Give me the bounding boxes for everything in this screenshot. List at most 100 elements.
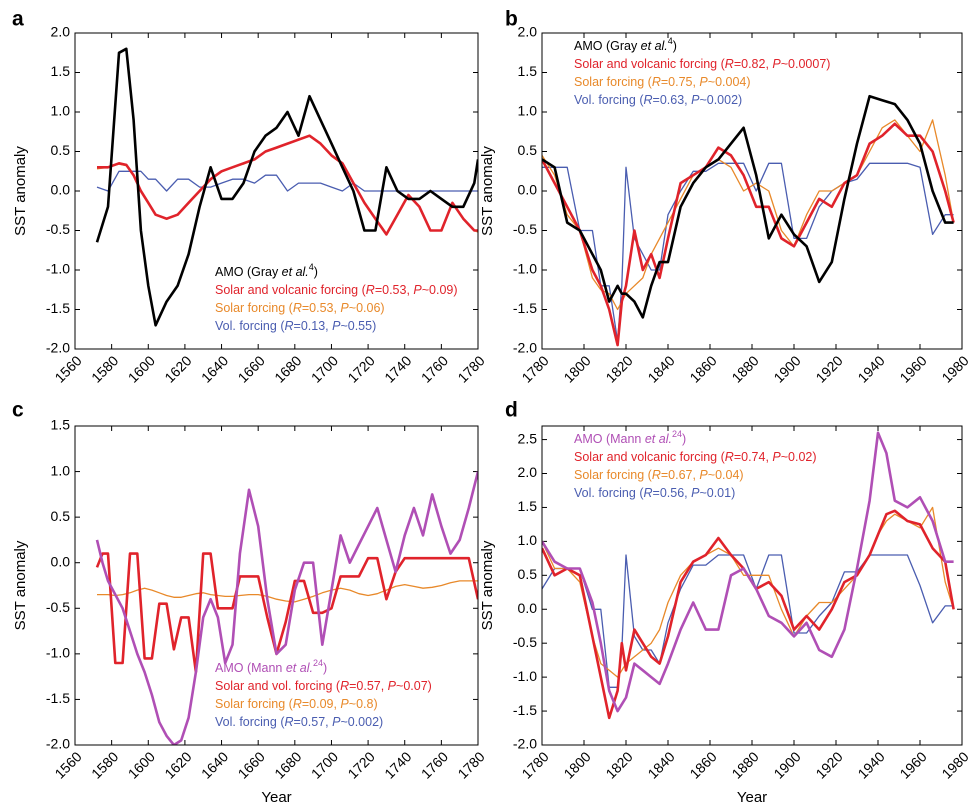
x-tick-label: 1860 xyxy=(686,748,719,781)
x-tick-label: 1900 xyxy=(770,352,803,385)
legend-entry: AMO (Gray et al.4) xyxy=(574,36,677,53)
panel-label: d xyxy=(505,399,518,422)
series-line xyxy=(96,135,478,236)
x-tick-label: 1780 xyxy=(518,352,551,385)
x-tick-label: 1820 xyxy=(602,748,635,781)
legend-entry: AMO (Mann et al.24) xyxy=(574,429,686,446)
plot-frame xyxy=(541,425,963,746)
x-tick-label: 1560 xyxy=(51,352,84,385)
x-tick-label: 1800 xyxy=(560,352,593,385)
x-tick-label: 1780 xyxy=(518,748,551,781)
y-tick-label: 1.5 xyxy=(51,63,71,79)
y-tick-label: 1.0 xyxy=(51,462,71,478)
panel-label: b xyxy=(505,8,518,31)
x-tick-label: 1700 xyxy=(308,748,341,781)
x-tick-label: 1840 xyxy=(644,748,677,781)
y-tick-label: 2.0 xyxy=(518,464,538,480)
x-tick-label: 1880 xyxy=(728,748,761,781)
x-tick-label: 1980 xyxy=(938,352,971,385)
y-tick-label: -1.0 xyxy=(513,261,537,277)
y-tick-label: 0.5 xyxy=(518,566,538,582)
y-tick-label: -1.0 xyxy=(513,668,537,684)
y-tick-label: -2.0 xyxy=(46,736,70,752)
y-tick-label: 1.5 xyxy=(518,498,538,514)
x-tick-label: 1920 xyxy=(812,748,845,781)
x-tick-label: 1720 xyxy=(344,352,377,385)
series-line xyxy=(95,47,478,327)
y-tick-label: -0.5 xyxy=(46,599,70,615)
x-tick-label: 1860 xyxy=(686,352,719,385)
series-line xyxy=(542,431,954,713)
chart-panel: a SST anomaly -2.0 -1.5 -1.0 -0.5 0.0 0.5 1.0 1.5… xyxy=(12,8,488,386)
legend-entry: Vol. forcing (R=0.13, P~0.55) xyxy=(215,319,376,333)
series-line xyxy=(542,122,955,347)
series-line xyxy=(97,134,478,236)
chart-panel: c SST anomaly Year -2.0 -1.5 -1.0 -0.5 0.0 0.5 1.… xyxy=(12,399,488,806)
legend-entry: Solar and vol. forcing (R=0.57, P~0.07) xyxy=(215,679,432,693)
series-line xyxy=(542,506,955,678)
x-tick-label: 1980 xyxy=(938,748,971,781)
x-tick-label: 1920 xyxy=(812,352,845,385)
y-tick-label: 0.5 xyxy=(51,142,71,158)
x-tick-label: 1760 xyxy=(418,352,451,385)
y-tick-label: 2.5 xyxy=(518,430,538,446)
y-tick-label: 0.0 xyxy=(518,600,538,616)
x-tick-label: 1640 xyxy=(198,748,231,781)
y-axis-label: SST anomaly xyxy=(479,146,496,236)
y-tick-label: -1.5 xyxy=(46,300,70,316)
plot-frame xyxy=(541,32,963,350)
y-tick-label: 1.0 xyxy=(518,532,538,548)
x-tick-label: 1840 xyxy=(644,352,677,385)
series-line xyxy=(96,170,478,192)
x-tick-label: 1800 xyxy=(560,748,593,781)
series-line xyxy=(95,552,478,674)
chart-panel: b SST anomaly -2.0 -1.5 -1.0 -0.5 0.0 0.5 1.0 1.5… xyxy=(479,8,972,386)
x-tick-label: 1880 xyxy=(728,352,761,385)
legend-entry: Solar and volcanic forcing (R=0.82, P~0.… xyxy=(574,57,830,71)
panel-label: c xyxy=(12,399,24,422)
y-tick-label: 1.0 xyxy=(51,103,71,119)
x-tick-label: 1820 xyxy=(602,352,635,385)
x-tick-label: 1940 xyxy=(854,748,887,781)
y-tick-label: 2.0 xyxy=(518,24,538,40)
chart-panel: d SST anomaly Year -2.0 -1.5 -1.0 -0.5 0.0 0.5 1.… xyxy=(479,399,972,806)
legend-entry: Solar forcing (R=0.67, P~0.04) xyxy=(574,468,744,482)
y-tick-label: 0.5 xyxy=(518,142,538,158)
x-tick-label: 1680 xyxy=(271,352,304,385)
y-tick-label: 1.0 xyxy=(518,103,538,119)
legend-entry: Solar and volcanic forcing (R=0.53, P~0.… xyxy=(215,283,458,297)
y-tick-label: 0.0 xyxy=(518,182,538,198)
y-tick-label: 2.0 xyxy=(51,24,71,40)
y-axis-label: SST anomaly xyxy=(479,540,496,630)
y-tick-label: -1.0 xyxy=(46,261,70,277)
x-tick-label: 1720 xyxy=(344,748,377,781)
x-tick-label: 1600 xyxy=(125,748,158,781)
x-tick-label: 1780 xyxy=(454,748,487,781)
x-tick-label: 1740 xyxy=(381,352,414,385)
panel-label: a xyxy=(12,8,24,31)
legend-entry: Solar forcing (R=0.09, P~0.8) xyxy=(215,697,378,711)
series-line xyxy=(542,509,955,720)
legend-entry: Vol. forcing (R=0.63, P~0.002) xyxy=(574,93,742,107)
legend-entry: AMO (Mann et al.24) xyxy=(215,658,327,675)
x-tick-label: 1900 xyxy=(770,748,803,781)
x-tick-label: 1580 xyxy=(88,352,121,385)
x-tick-label: 1640 xyxy=(198,352,231,385)
x-tick-label: 1740 xyxy=(381,748,414,781)
x-tick-label: 1660 xyxy=(235,748,268,781)
y-tick-label: -1.5 xyxy=(46,690,70,706)
x-tick-label: 1700 xyxy=(308,352,341,385)
y-tick-label: 0.0 xyxy=(51,182,71,198)
x-tick-label: 1960 xyxy=(896,748,929,781)
plot-frame xyxy=(74,425,479,746)
legend-entry: Vol. forcing (R=0.56, P~0.01) xyxy=(574,486,735,500)
legend-entry: AMO (Gray et al.4) xyxy=(215,262,318,279)
y-axis-label: SST anomaly xyxy=(12,146,29,236)
x-tick-label: 1760 xyxy=(418,748,451,781)
x-tick-label: 1580 xyxy=(88,748,121,781)
x-tick-label: 1960 xyxy=(896,352,929,385)
y-tick-label: -2.0 xyxy=(513,340,537,356)
x-tick-label: 1780 xyxy=(454,352,487,385)
series-line xyxy=(97,580,478,603)
